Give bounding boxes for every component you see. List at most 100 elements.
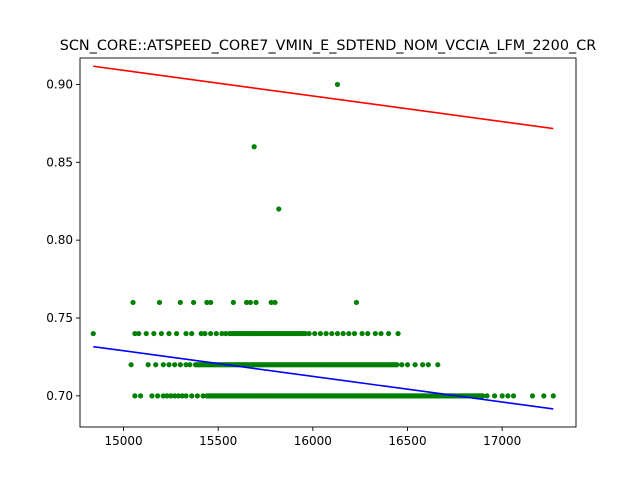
- data-point: [213, 330, 219, 337]
- data-point: [334, 81, 341, 88]
- data-point: [480, 393, 486, 399]
- plot-area: 15000 15500 16000 16500 17000 0.70 0.75 0.80 0.8…: [46, 57, 577, 448]
- data-point: [132, 393, 138, 399]
- data-point: [156, 299, 163, 306]
- data-point: [204, 393, 210, 399]
- x-tick-label: 15000: [104, 434, 142, 448]
- data-point: [435, 362, 441, 368]
- data-point: [179, 393, 185, 399]
- data-point: [200, 393, 206, 399]
- x-tick-label: 17000: [483, 434, 521, 448]
- data-point: [510, 393, 517, 399]
- data-point: [378, 330, 384, 337]
- data-point: [230, 299, 236, 306]
- x-tick-label: 16500: [388, 434, 426, 448]
- data-point: [204, 299, 210, 306]
- data-point: [166, 330, 172, 337]
- data-point: [128, 362, 134, 368]
- data-point: [323, 330, 329, 337]
- data-point: [160, 393, 166, 399]
- data-point: [172, 362, 178, 368]
- data-point: [132, 330, 138, 337]
- y-tick-label: 0.75: [46, 311, 73, 325]
- data-point: [276, 206, 282, 212]
- y-tick-label: 0.80: [46, 233, 73, 247]
- data-point: [329, 330, 335, 337]
- data-point: [550, 393, 556, 399]
- data-point: [172, 393, 178, 399]
- data-point: [272, 299, 278, 306]
- data-point: [183, 393, 189, 399]
- x-tick-label: 16000: [294, 434, 332, 448]
- data-point: [137, 393, 144, 399]
- data-point: [183, 362, 189, 368]
- data-point: [219, 330, 225, 337]
- data-point: [164, 393, 170, 399]
- data-point: [208, 330, 214, 337]
- data-point: [194, 393, 200, 399]
- data-point: [365, 330, 371, 337]
- data-point: [492, 393, 498, 399]
- data-point: [175, 393, 182, 399]
- data-point: [306, 330, 312, 337]
- data-point: [168, 393, 174, 399]
- data-point: [268, 299, 274, 306]
- data-point: [251, 144, 257, 150]
- data-point: [189, 393, 195, 399]
- y-tick-label: 0.90: [46, 77, 73, 91]
- data-point: [130, 299, 136, 306]
- data-point: [145, 362, 151, 368]
- data-point: [166, 362, 172, 368]
- data-point: [177, 299, 183, 306]
- data-point: [151, 330, 157, 337]
- data-point: [499, 393, 505, 399]
- data-point: [353, 299, 359, 306]
- data-point: [247, 299, 253, 306]
- data-point: [187, 362, 193, 368]
- data-point: [359, 330, 365, 337]
- data-point: [505, 393, 511, 399]
- data-point: [412, 362, 418, 368]
- data-point: [208, 299, 214, 306]
- data-point: [173, 330, 180, 337]
- upper-trend-line: [93, 65, 554, 130]
- data-point: [253, 299, 259, 306]
- data-point: [484, 393, 490, 399]
- data-point: [541, 393, 547, 399]
- data-point: [202, 330, 208, 337]
- data-point: [317, 330, 324, 337]
- lower-trend-line: [93, 345, 554, 410]
- data-point: [198, 330, 204, 337]
- data-point: [334, 330, 341, 337]
- data-point: [149, 393, 155, 399]
- data-point: [404, 362, 411, 368]
- data-point: [346, 330, 352, 337]
- data-point: [420, 362, 426, 368]
- data-point: [399, 362, 405, 368]
- data-point: [158, 330, 164, 337]
- data-point: [183, 330, 189, 337]
- data-point: [177, 362, 183, 368]
- chart-title: SCN_CORE::ATSPEED_CORE7_VMIN_E_SDTEND_NO…: [60, 38, 597, 54]
- data-point: [136, 330, 142, 337]
- data-point: [395, 330, 401, 337]
- data-point: [312, 330, 318, 337]
- y-tick-label: 0.70: [46, 389, 73, 403]
- data-point: [372, 330, 378, 337]
- data-point: [385, 330, 392, 337]
- data-point: [529, 393, 536, 399]
- data-point: [189, 330, 195, 337]
- data-point: [244, 299, 250, 306]
- x-tick-label: 15500: [199, 434, 237, 448]
- data-point: [425, 362, 431, 368]
- data-point: [190, 299, 197, 306]
- data-point: [155, 393, 161, 399]
- data-point: [340, 330, 346, 337]
- y-tick-label: 0.85: [46, 155, 73, 169]
- data-point: [160, 362, 166, 368]
- data-point: [153, 362, 159, 368]
- data-point: [302, 330, 308, 337]
- data-point: [351, 330, 358, 337]
